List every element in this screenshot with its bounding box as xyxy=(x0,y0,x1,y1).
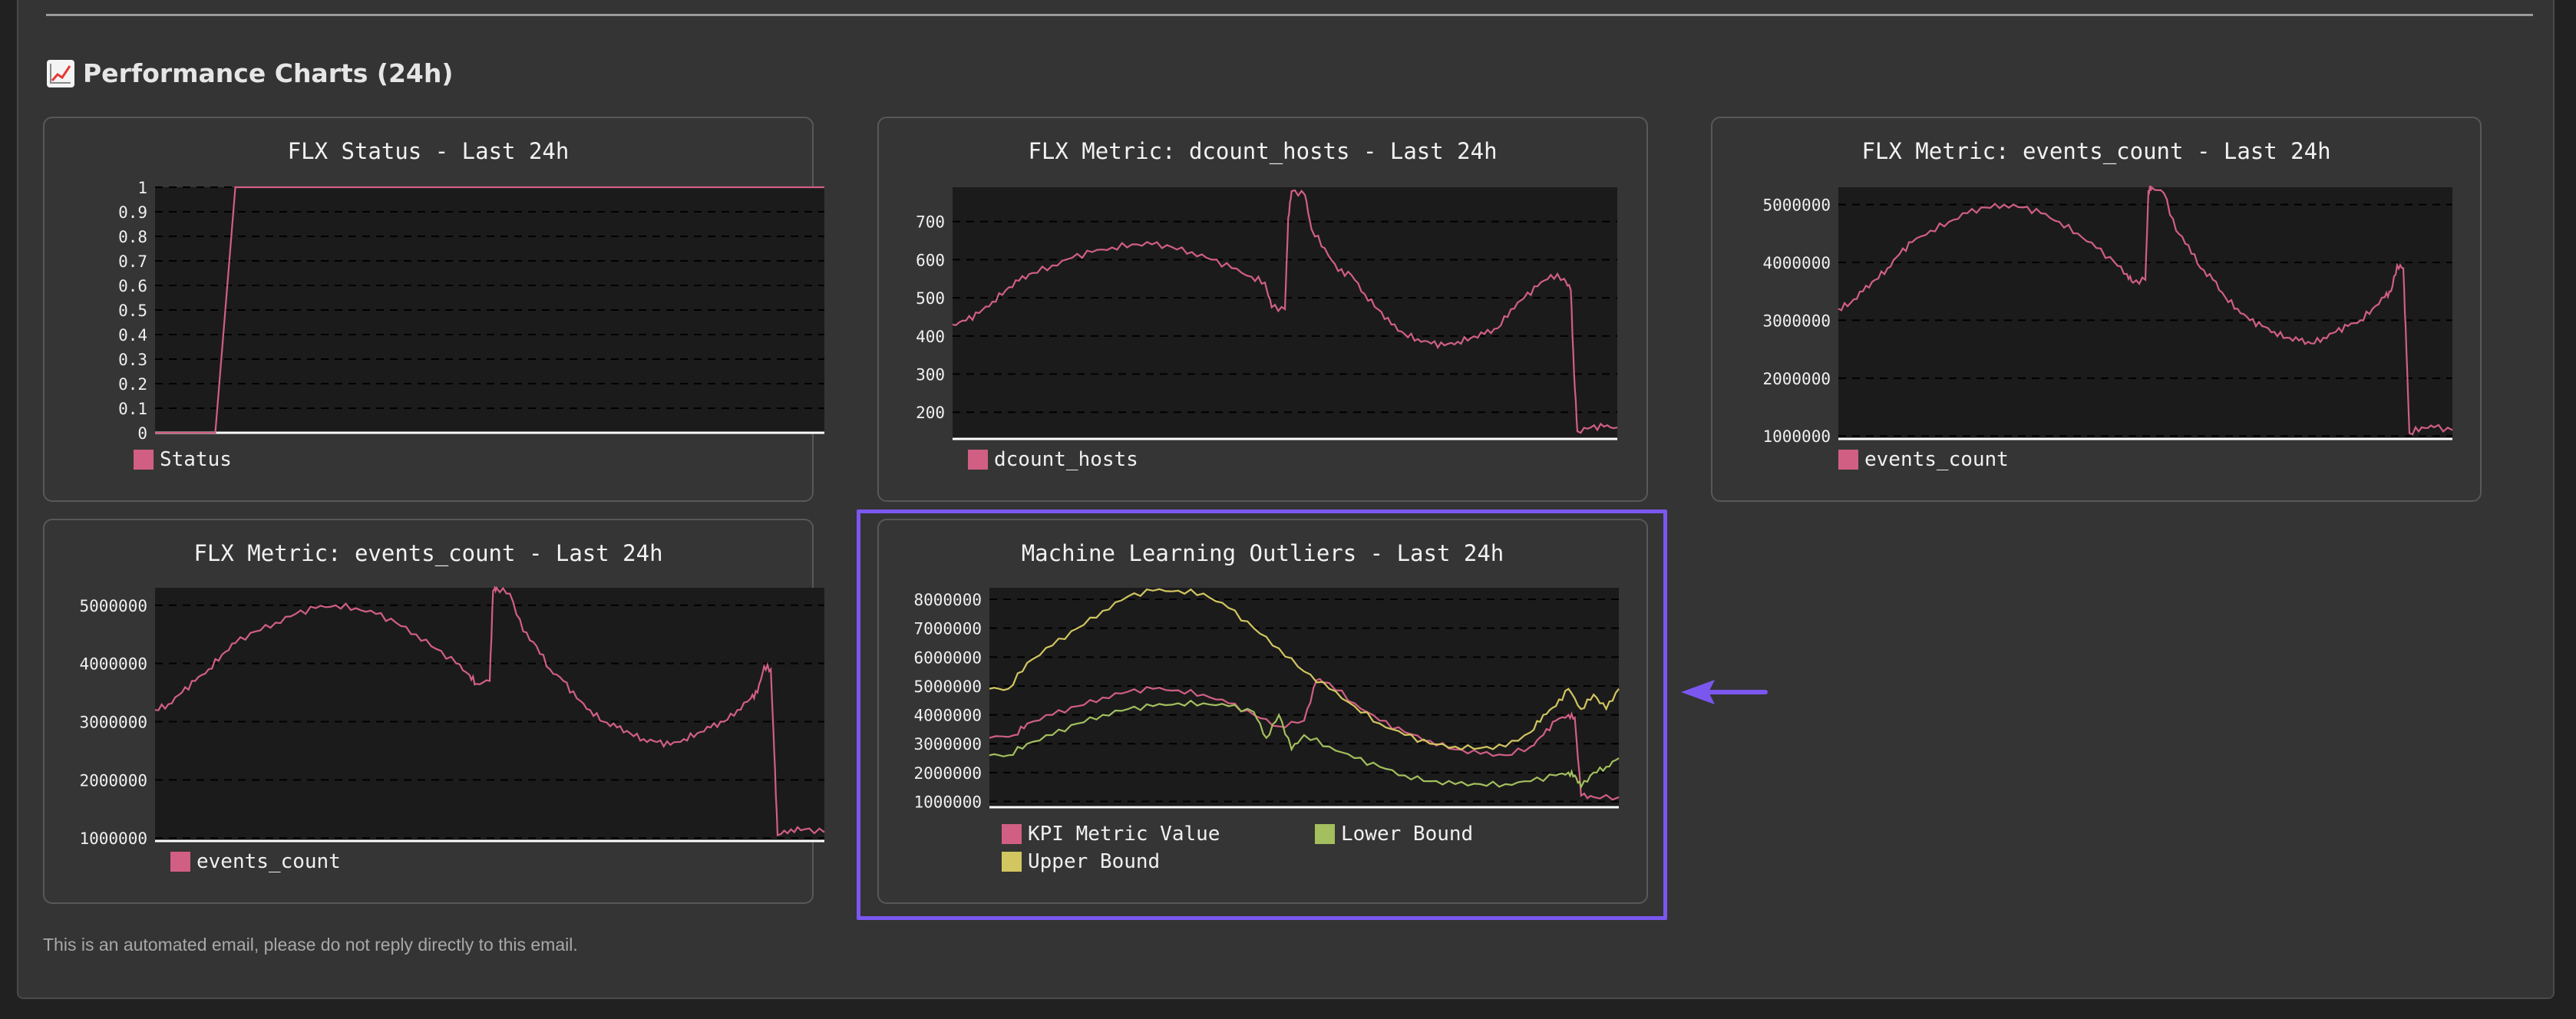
legend-label: events_count xyxy=(1864,448,2009,471)
chart-card-ml-outliers: Machine Learning Outliers - Last 24h 100… xyxy=(877,519,1648,904)
series-line xyxy=(952,189,1618,434)
y-tick-label: 3000000 xyxy=(79,713,147,731)
line-chart: 0 0.1 0.2 0.3 0.4 0.5 0.6 0.7 0.8 0.9 1 xyxy=(118,179,824,443)
y-tick-label: 0.6 xyxy=(118,277,147,295)
plot-area xyxy=(1838,187,2452,439)
section-title: Performance Charts (24h) xyxy=(83,58,454,88)
legend-item: Status xyxy=(134,448,232,471)
chart-title: FLX Metric: events_count - Last 24h xyxy=(1861,138,2331,164)
footer-note: This is an automated email, please do no… xyxy=(43,935,578,955)
legend-swatch xyxy=(1315,824,1335,844)
arrow-left-icon xyxy=(1678,677,1770,711)
series-line xyxy=(1838,185,2453,436)
chart-title: FLX Metric: dcount_hosts - Last 24h xyxy=(1028,138,1498,164)
y-tick-label: 0.3 xyxy=(118,351,147,369)
y-tick-label: 0.7 xyxy=(118,252,147,271)
legend-swatch xyxy=(968,450,988,470)
series-line xyxy=(989,699,1620,790)
chart-card-events-count: FLX Metric: events_count - Last 24h 1000… xyxy=(1711,117,2482,502)
y-tick-label: 0.4 xyxy=(118,326,147,345)
legend-label: Lower Bound xyxy=(1341,823,1474,846)
chart-title: Machine Learning Outliers - Last 24h xyxy=(1021,540,1504,566)
legend-label: Upper Bound xyxy=(1028,850,1161,873)
y-tick-label: 0.2 xyxy=(118,375,147,394)
legend-label: KPI Metric Value xyxy=(1028,823,1220,846)
plot-area xyxy=(155,588,824,841)
y-tick-label: 3000000 xyxy=(913,735,982,754)
legend-item: events_count xyxy=(170,850,341,873)
y-tick-label: 200 xyxy=(916,404,945,422)
y-tick-label: 4000000 xyxy=(913,707,982,725)
chart-increasing-icon xyxy=(46,59,75,88)
y-tick-label: 0 xyxy=(137,424,147,443)
section-heading: Performance Charts (24h) xyxy=(46,57,453,91)
line-chart: 1000000 2000000 3000000 4000000 5000000 xyxy=(79,585,825,848)
y-tick-label: 2000000 xyxy=(913,764,982,783)
line-chart: 200 300 400 500 600 700 xyxy=(916,187,1618,440)
legend-item: dcount_hosts xyxy=(968,448,1138,471)
y-tick-label: 2000000 xyxy=(1762,370,1831,388)
y-tick-label: 1 xyxy=(137,179,147,197)
line-chart: 1000000 2000000 3000000 4000000 5000000 60000… xyxy=(913,588,1620,811)
y-tick-label: 7000000 xyxy=(913,620,982,638)
y-tick-label: 600 xyxy=(916,251,945,269)
y-tick-label: 8000000 xyxy=(913,591,982,609)
y-tick-label: 0.5 xyxy=(118,302,147,320)
legend-item: KPI Metric Value xyxy=(1002,823,1220,846)
legend-swatch xyxy=(1002,852,1022,872)
chart-card-dcount-hosts: FLX Metric: dcount_hosts - Last 24h 200 3… xyxy=(877,117,1648,502)
y-tick-label: 5000000 xyxy=(79,597,147,615)
y-tick-label: 700 xyxy=(916,213,945,232)
y-tick-label: 4000000 xyxy=(1762,254,1831,272)
plot-area xyxy=(953,187,1617,439)
y-tick-label: 0.8 xyxy=(118,228,147,246)
legend-label: events_count xyxy=(197,850,341,873)
y-tick-label: 300 xyxy=(916,366,945,384)
legend-item: events_count xyxy=(1838,448,2009,471)
legend-item: Upper Bound xyxy=(1002,850,1160,873)
y-tick-label: 400 xyxy=(916,328,945,346)
legend-swatch xyxy=(134,450,154,470)
y-tick-label: 5000000 xyxy=(913,678,982,696)
legend-label: Status xyxy=(160,448,232,471)
chart-card-events-count-2: FLX Metric: events_count - Last 24h 1000… xyxy=(43,519,825,904)
y-tick-label: 1000000 xyxy=(1762,427,1831,446)
legend-item: Lower Bound xyxy=(1315,823,1473,846)
y-tick-label: 5000000 xyxy=(1762,196,1831,215)
legend-swatch xyxy=(1002,824,1022,844)
series-line xyxy=(989,678,1620,801)
series-line xyxy=(989,588,1620,751)
y-tick-label: 500 xyxy=(916,289,945,308)
series-line xyxy=(154,585,825,836)
divider xyxy=(46,14,2533,16)
legend-label: dcount_hosts xyxy=(994,448,1138,471)
highlight-box xyxy=(857,510,1667,920)
legend-swatch xyxy=(1838,450,1858,470)
plot-area xyxy=(989,588,1619,807)
line-chart: 1000000 2000000 3000000 4000000 5000000 xyxy=(1762,185,2453,446)
chart-title: FLX Metric: events_count - Last 24h xyxy=(193,540,663,566)
chart-title: FLX Status - Last 24h xyxy=(287,138,570,164)
series-line xyxy=(155,186,824,434)
y-tick-label: 4000000 xyxy=(79,655,147,674)
y-tick-label: 3000000 xyxy=(1762,312,1831,330)
y-tick-label: 0.1 xyxy=(118,400,147,418)
y-tick-label: 6000000 xyxy=(913,648,982,667)
y-tick-label: 1000000 xyxy=(913,793,982,811)
y-tick-label: 0.9 xyxy=(118,203,147,222)
legend-swatch xyxy=(170,852,190,872)
y-tick-label: 1000000 xyxy=(79,829,147,848)
y-tick-label: 2000000 xyxy=(79,771,147,790)
chart-card-flx-status: FLX Status - Last 24h 0 0.1 0.2 0.3 0.4 0.5 0.… xyxy=(43,117,824,502)
